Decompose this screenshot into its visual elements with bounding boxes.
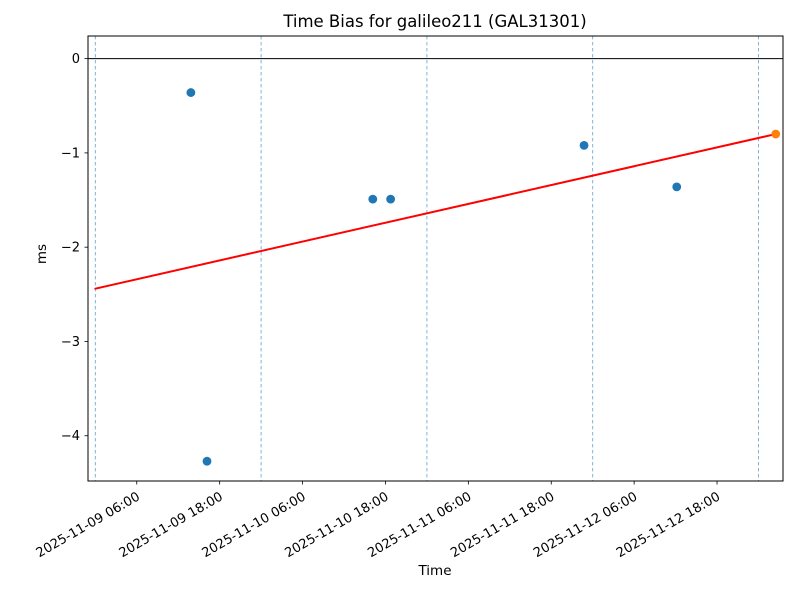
latest-data-point (771, 129, 781, 139)
data-point (186, 88, 196, 97)
data-point (368, 194, 378, 204)
trend-line (94, 133, 777, 290)
x-axis-label: Time (417, 563, 451, 579)
y-tick-label: −1 (61, 146, 80, 161)
data-point (579, 140, 589, 150)
chart-title: Time Bias for galileo211 (GAL31301) (282, 12, 586, 31)
plot-border (87, 35, 784, 482)
y-tick-label: 0 (72, 52, 80, 67)
y-tick-label: −3 (61, 335, 80, 350)
data-point (386, 194, 396, 204)
data-point (672, 182, 682, 192)
y-tick-label: −4 (61, 429, 80, 444)
data-point (202, 456, 212, 466)
y-axis-label: ms (34, 244, 50, 264)
y-tick-label: −2 (61, 241, 80, 256)
